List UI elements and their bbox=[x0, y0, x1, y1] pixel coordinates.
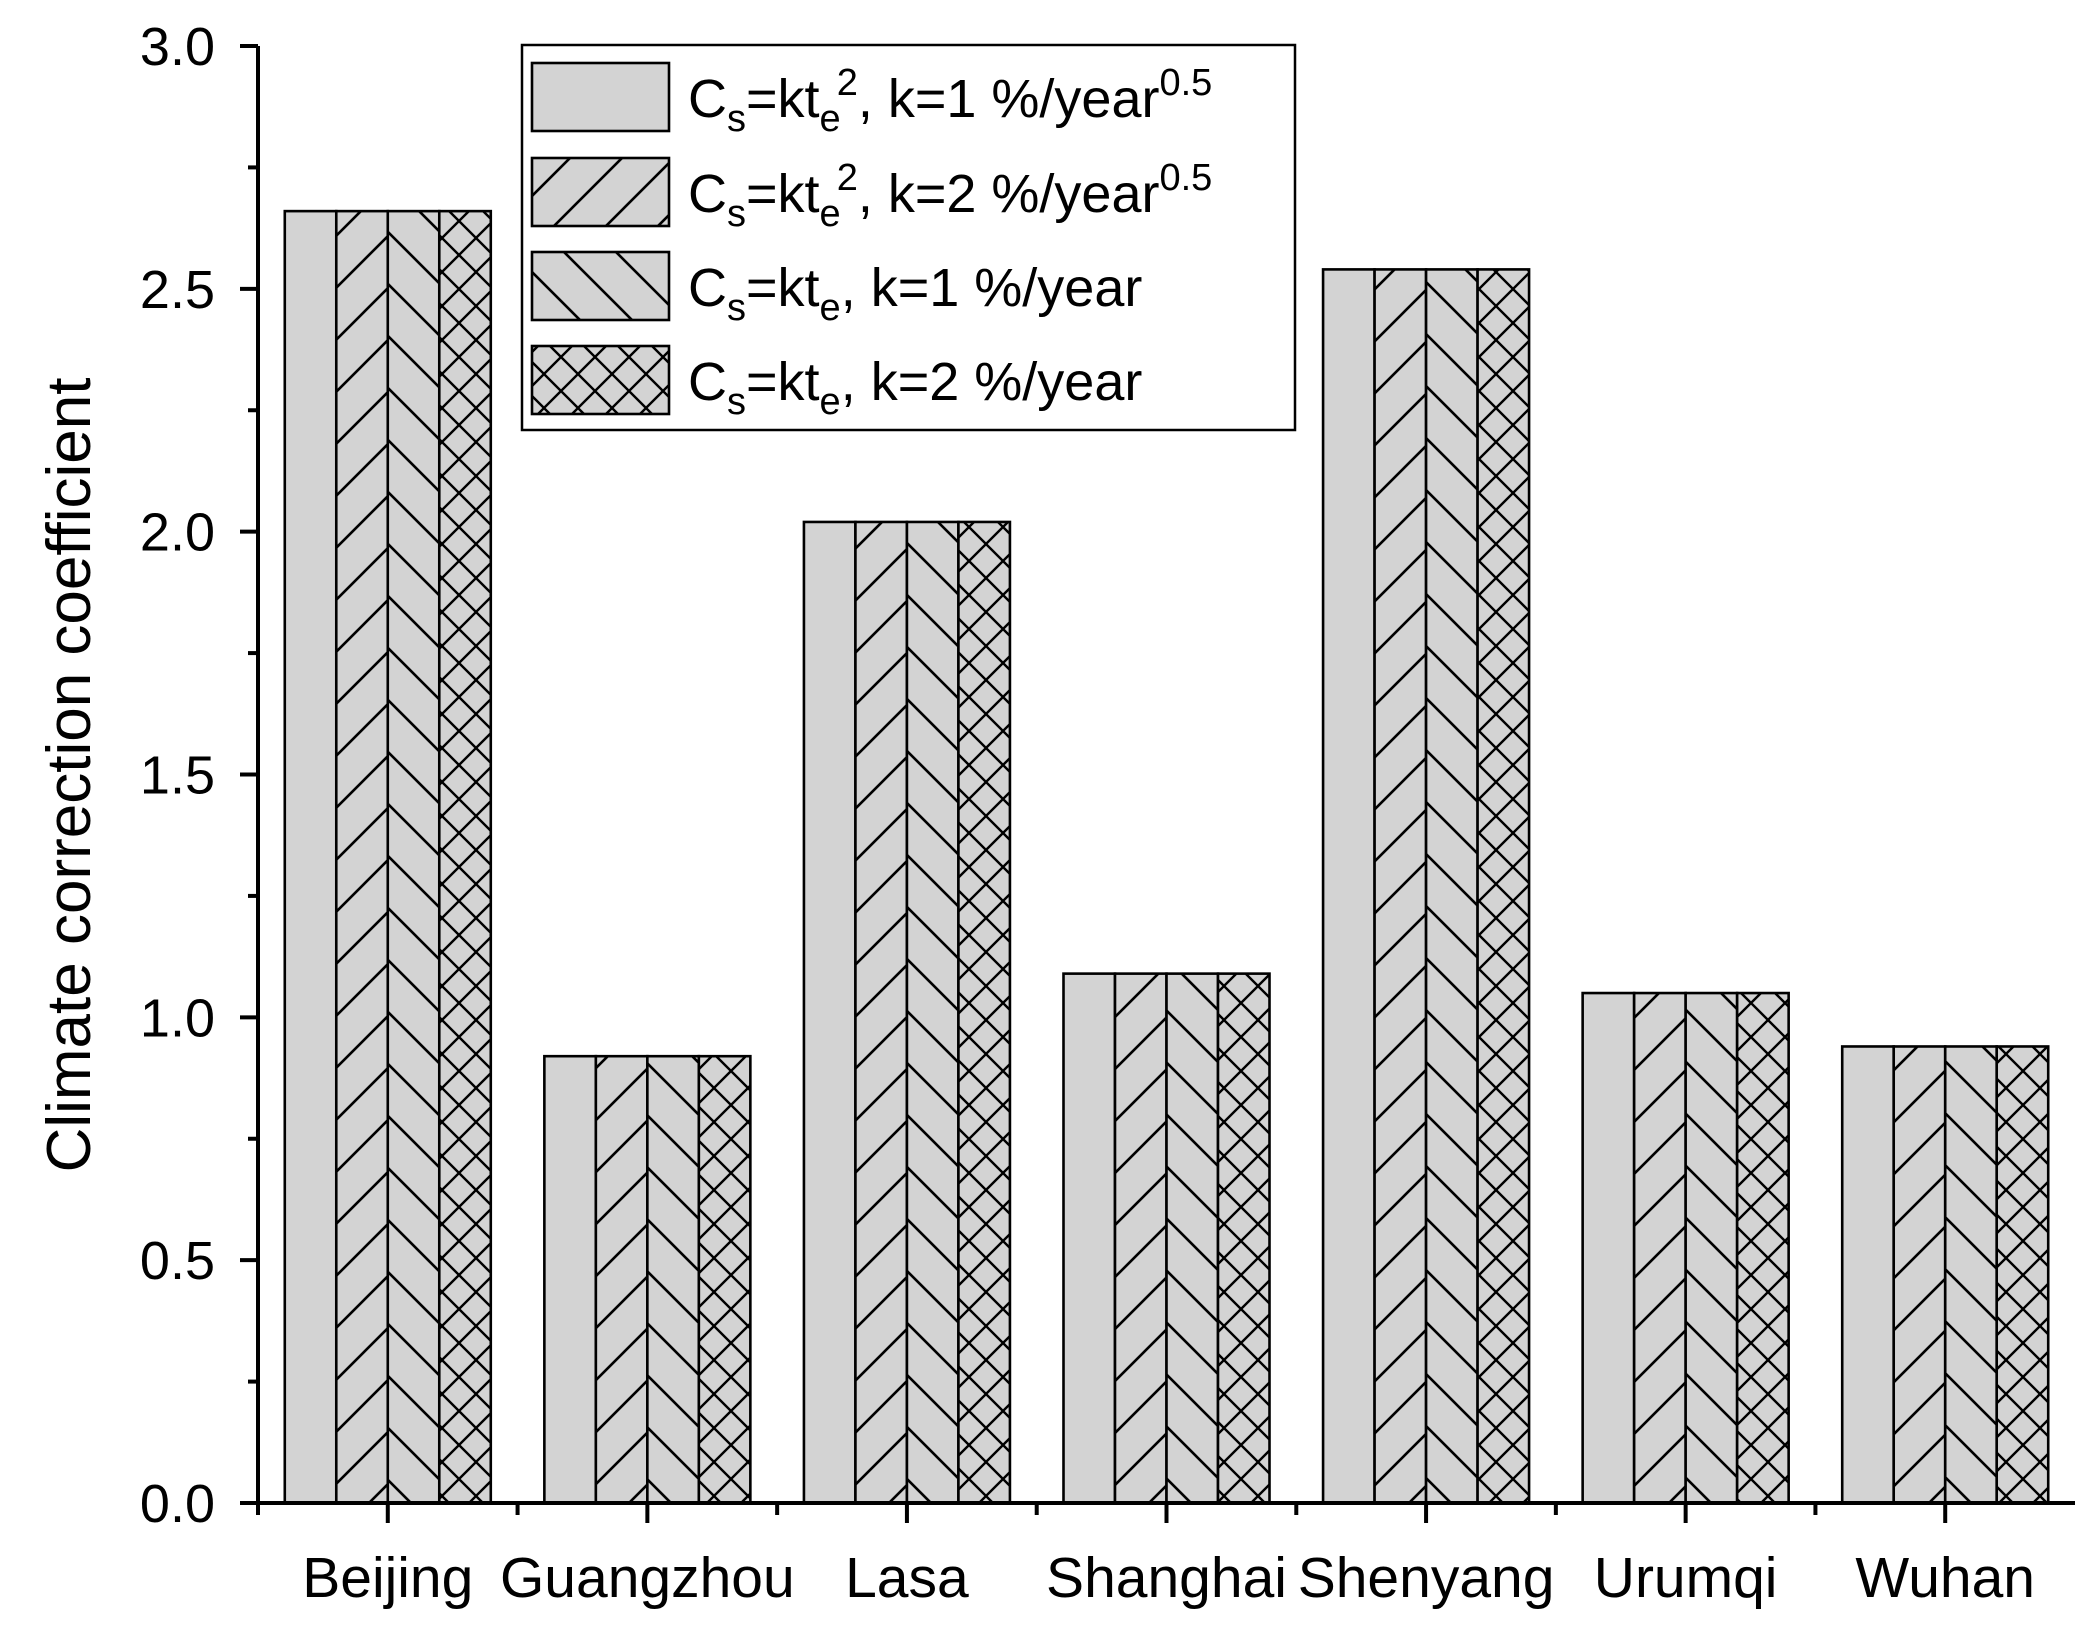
bar-beijing-series-1 bbox=[283, 209, 338, 1505]
legend-label-1: Cs=kte2, k=1 %/year0.5 bbox=[688, 62, 1212, 140]
y-axis-ticks: 0.0 0.5 1.0 1.5 2.0 2.5 3.0 bbox=[140, 17, 258, 1534]
bar-urumqi-series-2 bbox=[1632, 991, 1687, 1505]
bar-urumqi-series-4 bbox=[1735, 991, 1790, 1505]
legend-label-2: Cs=kte2, k=2 %/year0.5 bbox=[688, 157, 1212, 235]
bar-shanghai-series-2 bbox=[1113, 972, 1168, 1505]
bar-wuhan-series-1 bbox=[1840, 1045, 1896, 1505]
bar-urumqi-series-3 bbox=[1684, 991, 1739, 1505]
bar-shenyang-series-1 bbox=[1321, 268, 1376, 1505]
x-axis-tick-labels: Beijing Guangzhou Lasa Shanghai Shenyang Urum… bbox=[302, 1546, 2035, 1610]
bar-shanghai-series-1 bbox=[1062, 972, 1117, 1505]
bar-shenyang-series-3 bbox=[1424, 268, 1479, 1505]
bars-layer bbox=[283, 209, 2050, 1505]
y-axis-title: Climate correction coefficient bbox=[35, 378, 104, 1173]
x-tick-label: Urumqi bbox=[1594, 1546, 1778, 1610]
bar-lasa-series-1 bbox=[802, 520, 857, 1505]
x-tick-label: Beijing bbox=[302, 1546, 473, 1610]
legend-swatch-3 bbox=[530, 250, 671, 322]
x-tick-label: Shenyang bbox=[1298, 1546, 1555, 1610]
bar-wuhan-series-4 bbox=[1995, 1045, 2050, 1505]
bar-shanghai-series-4 bbox=[1216, 972, 1271, 1505]
bar-guangzhou-series-4 bbox=[697, 1054, 752, 1505]
bar-guangzhou-series-1 bbox=[543, 1054, 598, 1505]
y-tick-label: 3.0 bbox=[140, 17, 215, 77]
y-tick-label: 0.5 bbox=[140, 1231, 215, 1291]
y-tick-label: 2.0 bbox=[140, 503, 215, 563]
y-tick-label: 1.0 bbox=[140, 988, 215, 1048]
legend-swatch-1 bbox=[530, 61, 671, 133]
x-tick-label: Shanghai bbox=[1046, 1546, 1287, 1610]
bar-lasa-series-3 bbox=[905, 520, 960, 1505]
legend-label-4: Cs=kte, k=2 %/year bbox=[688, 352, 1142, 423]
y-tick-label: 2.5 bbox=[140, 260, 215, 320]
bar-lasa-series-2 bbox=[854, 520, 909, 1505]
legend: Cs=kte2, k=1 %/year0.5 Cs=kte2, k=2 %/yea… bbox=[520, 43, 1297, 432]
bar-shanghai-series-3 bbox=[1165, 972, 1220, 1505]
x-tick-label: Wuhan bbox=[1855, 1546, 2035, 1610]
y-tick-label: 0.0 bbox=[140, 1474, 215, 1534]
x-tick-label: Lasa bbox=[845, 1546, 969, 1610]
bar-lasa-series-4 bbox=[957, 520, 1012, 1505]
legend-label-3: Cs=kte, k=1 %/year bbox=[688, 258, 1142, 329]
y-tick-label: 1.5 bbox=[140, 746, 215, 806]
bar-beijing-series-2 bbox=[334, 209, 390, 1505]
bar-wuhan-series-3 bbox=[1943, 1045, 1999, 1505]
bar-shenyang-series-2 bbox=[1373, 268, 1428, 1505]
x-axis-ticks bbox=[256, 1503, 1948, 1523]
bar-guangzhou-series-2 bbox=[594, 1054, 649, 1505]
x-tick-label: Guangzhou bbox=[500, 1546, 795, 1610]
legend-swatch-4 bbox=[530, 344, 671, 416]
bar-beijing-series-3 bbox=[386, 209, 441, 1505]
bar-shenyang-series-4 bbox=[1476, 268, 1531, 1505]
legend-swatch-2 bbox=[530, 156, 671, 228]
bar-guangzhou-series-3 bbox=[646, 1054, 701, 1505]
bar-urumqi-series-1 bbox=[1581, 991, 1636, 1505]
bar-beijing-series-4 bbox=[437, 209, 493, 1505]
bar-wuhan-series-2 bbox=[1892, 1045, 1947, 1505]
